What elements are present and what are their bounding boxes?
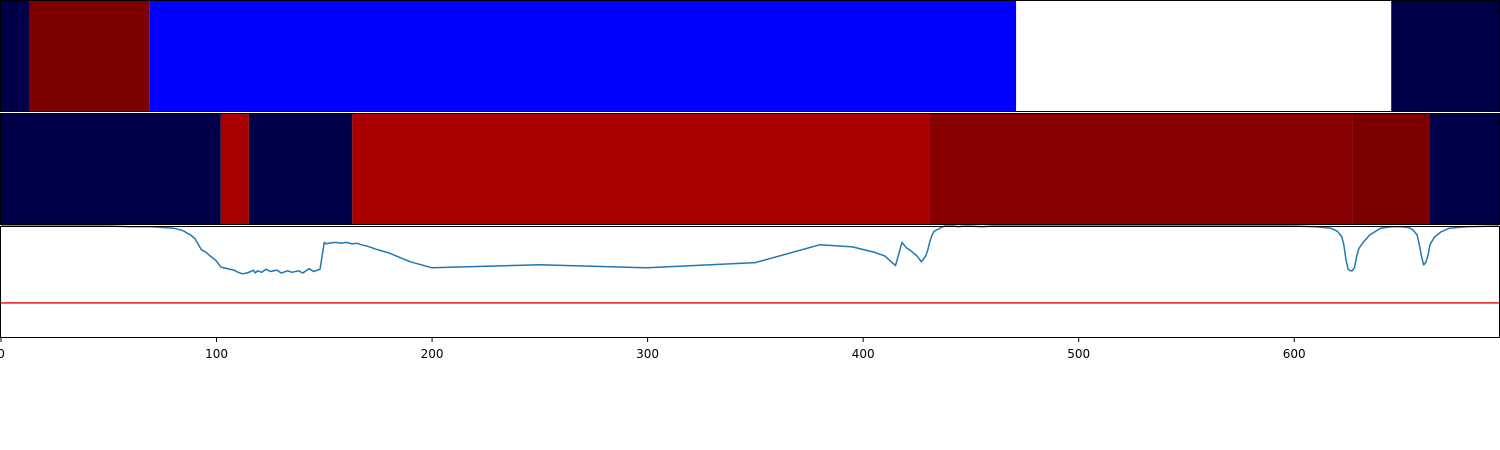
line-panel-bottom bbox=[0, 225, 1500, 338]
x-tick-label: 400 bbox=[852, 347, 875, 361]
heatmap-segment-1-4 bbox=[1016, 0, 1392, 112]
heatmap-segment-2-7 bbox=[1430, 113, 1499, 225]
heatmap-segment-1-3 bbox=[149, 0, 1017, 112]
heatmap-segment-2-2 bbox=[220, 113, 249, 225]
heatmap-panel-top bbox=[0, 0, 1500, 112]
series-line-1 bbox=[1, 225, 1500, 275]
x-tick-label: 500 bbox=[1067, 347, 1090, 361]
heatmap-segment-2-3 bbox=[248, 113, 353, 225]
heatmap-segment-1-5 bbox=[1391, 0, 1499, 112]
panel-frame bbox=[0, 226, 1500, 338]
heatmap-segment-1-1 bbox=[1, 0, 30, 112]
x-tick-label: 300 bbox=[636, 347, 659, 361]
heatmap-segment-2-4 bbox=[352, 113, 930, 225]
x-tick-label: 200 bbox=[421, 347, 444, 361]
heatmap-segment-1-2 bbox=[29, 0, 150, 112]
x-tick-label: 0 bbox=[0, 347, 5, 361]
x-tick-label: 100 bbox=[205, 347, 228, 361]
heatmap-segment-2-5 bbox=[929, 113, 1353, 225]
x-axis: 0 100 200 300 400 500 600 bbox=[0, 338, 1306, 361]
x-tick-label: 600 bbox=[1283, 347, 1306, 361]
heatmap-segment-2-6 bbox=[1352, 113, 1431, 225]
heatmap-segment-2-1 bbox=[1, 113, 221, 225]
heatmap-panel-middle bbox=[0, 113, 1500, 225]
